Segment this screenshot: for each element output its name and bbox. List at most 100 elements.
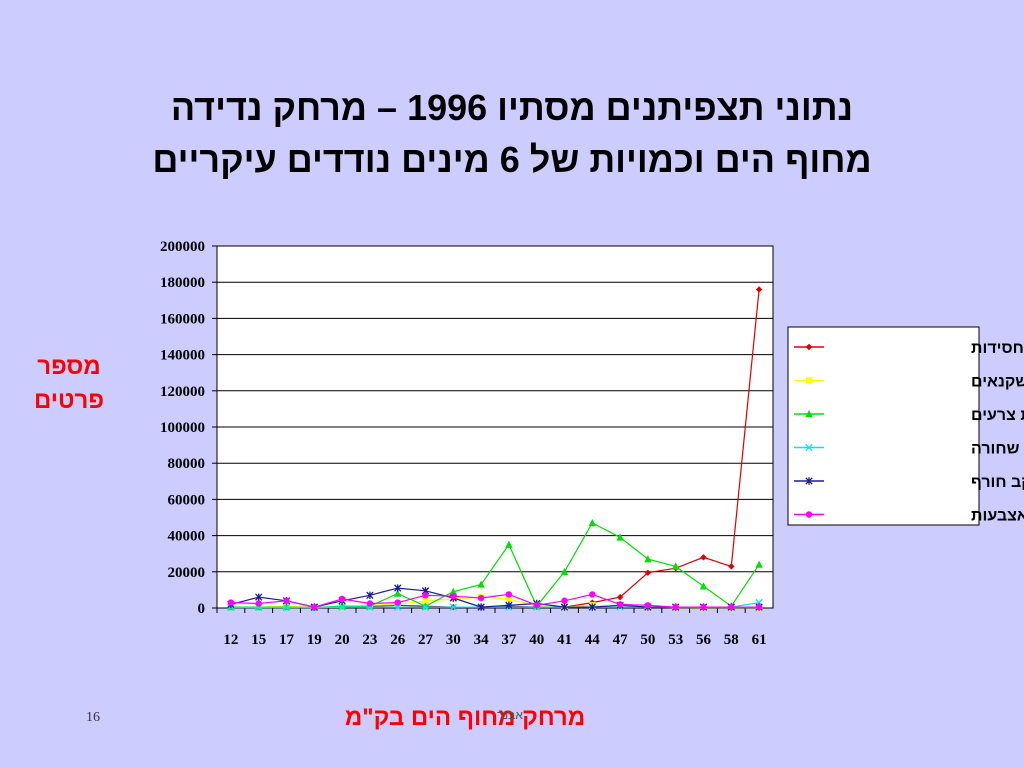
legend-label: חסידה שחורה [971, 441, 1024, 458]
data-point-0 [755, 286, 763, 293]
data-point-5 [311, 603, 318, 611]
data-point-5 [672, 603, 679, 611]
data-point-3 [394, 603, 402, 611]
x-tick-label: 53 [668, 632, 683, 648]
legend-swatch-marker [805, 410, 813, 418]
x-tick-label: 44 [585, 632, 601, 648]
data-point-5 [728, 603, 735, 611]
data-point-2 [616, 533, 624, 541]
x-tick-label: 26 [390, 632, 406, 648]
data-point-4 [366, 591, 374, 600]
data-point-0 [728, 563, 735, 570]
data-point-5 [533, 602, 540, 609]
data-point-5 [450, 593, 457, 600]
data-point-3 [338, 603, 346, 611]
data-point-5 [422, 592, 429, 599]
x-tick-label: 47 [613, 632, 629, 648]
x-tick-label: 30 [446, 632, 461, 648]
data-point-2 [449, 587, 457, 595]
y-tick-label: 160000 [160, 311, 205, 327]
x-tick-label: 61 [752, 632, 767, 648]
x-tick-label: 27 [418, 632, 434, 648]
data-point-5 [338, 595, 346, 603]
data-point-2 [560, 567, 569, 575]
x-tick-label: 56 [696, 632, 712, 648]
x-tick-label: 50 [640, 632, 655, 648]
data-point-2 [477, 580, 485, 588]
data-point-5 [366, 600, 374, 607]
data-point-5 [227, 599, 235, 606]
data-point-0 [616, 593, 624, 601]
data-point-5 [616, 601, 624, 608]
data-point-4 [588, 603, 596, 611]
legend-swatch-marker [805, 343, 813, 351]
data-point-2 [644, 555, 652, 563]
data-point-3 [449, 603, 457, 611]
slide-title-line1: נתוני תצפיתנים מסתיו 1996 – מרחק נדידה [170, 87, 854, 128]
data-point-4 [255, 593, 263, 601]
y-tick-label: 100000 [160, 420, 205, 436]
slide-title: נתוני תצפיתנים מסתיו 1996 – מרחק נדידה מ… [60, 82, 964, 186]
series-line-5 [230, 593, 760, 608]
legend-label: נץ קצר אצבעות [971, 508, 1024, 525]
legend-swatch-marker [805, 511, 813, 518]
data-point-5 [644, 602, 652, 609]
data-point-5 [477, 594, 485, 602]
data-point-3 [421, 603, 430, 611]
x-tick-label: 20 [335, 632, 350, 648]
y-tick-label: 200000 [160, 239, 205, 255]
y-axis-label-line1: מספר [37, 353, 101, 380]
x-tick-label: 58 [724, 632, 739, 648]
data-point-5 [755, 603, 763, 611]
data-point-2 [394, 589, 402, 597]
legend-swatch-marker [805, 377, 813, 384]
data-point-2 [699, 582, 708, 590]
y-tick-label: 80000 [168, 456, 206, 472]
legend-swatch-marker [805, 477, 813, 485]
x-tick-label: 40 [529, 632, 544, 648]
data-point-5 [700, 603, 707, 611]
data-point-5 [589, 591, 596, 598]
x-tick-label: 19 [307, 632, 322, 648]
legend-label: שקנאים [971, 374, 1024, 391]
x-tick-label: 12 [223, 632, 238, 648]
data-point-2 [672, 562, 680, 570]
data-point-2 [588, 518, 596, 527]
x-tick-label: 15 [251, 632, 266, 648]
data-point-0 [644, 569, 652, 576]
y-tick-label: 60000 [168, 492, 206, 508]
legend-swatch-marker [805, 443, 813, 452]
y-tick-label: 40000 [168, 529, 206, 545]
legend [787, 326, 980, 526]
data-point-4 [394, 584, 402, 592]
data-point-4 [505, 601, 513, 609]
x-tick-label: 34 [474, 632, 490, 648]
slide-title-line2: מחוף הים וכמויות של 6 מינים נודדים עיקרי… [152, 139, 872, 180]
y-axis-label-line2: פרטים [33, 387, 105, 414]
data-point-1 [505, 595, 513, 603]
data-point-4 [560, 603, 569, 611]
legend-label: איית צרעים [971, 407, 1024, 424]
x-axis-label: מרחק מחוף הים בק"מ [344, 704, 586, 731]
x-tick-label: 41 [557, 632, 572, 648]
data-point-1 [422, 597, 429, 604]
y-tick-label: 180000 [160, 275, 205, 291]
data-point-5 [561, 597, 568, 604]
x-tick-label: 37 [501, 632, 517, 648]
y-tick-label: 120000 [160, 384, 205, 400]
data-point-2 [505, 540, 513, 548]
slide-footer: אבנר [497, 708, 523, 722]
data-point-2 [755, 560, 763, 568]
x-tick-label: 17 [279, 632, 295, 648]
data-point-5 [255, 600, 262, 607]
data-point-3 [282, 603, 291, 612]
data-point-4 [477, 603, 485, 611]
y-tick-label: 140000 [160, 348, 205, 364]
data-point-0 [700, 554, 707, 561]
y-axis-label: מספר פרטים [14, 350, 124, 418]
data-point-5 [283, 597, 290, 604]
data-point-5 [394, 599, 401, 606]
legend-label: חסידות [971, 340, 1024, 357]
y-tick-label: 0 [198, 601, 206, 617]
